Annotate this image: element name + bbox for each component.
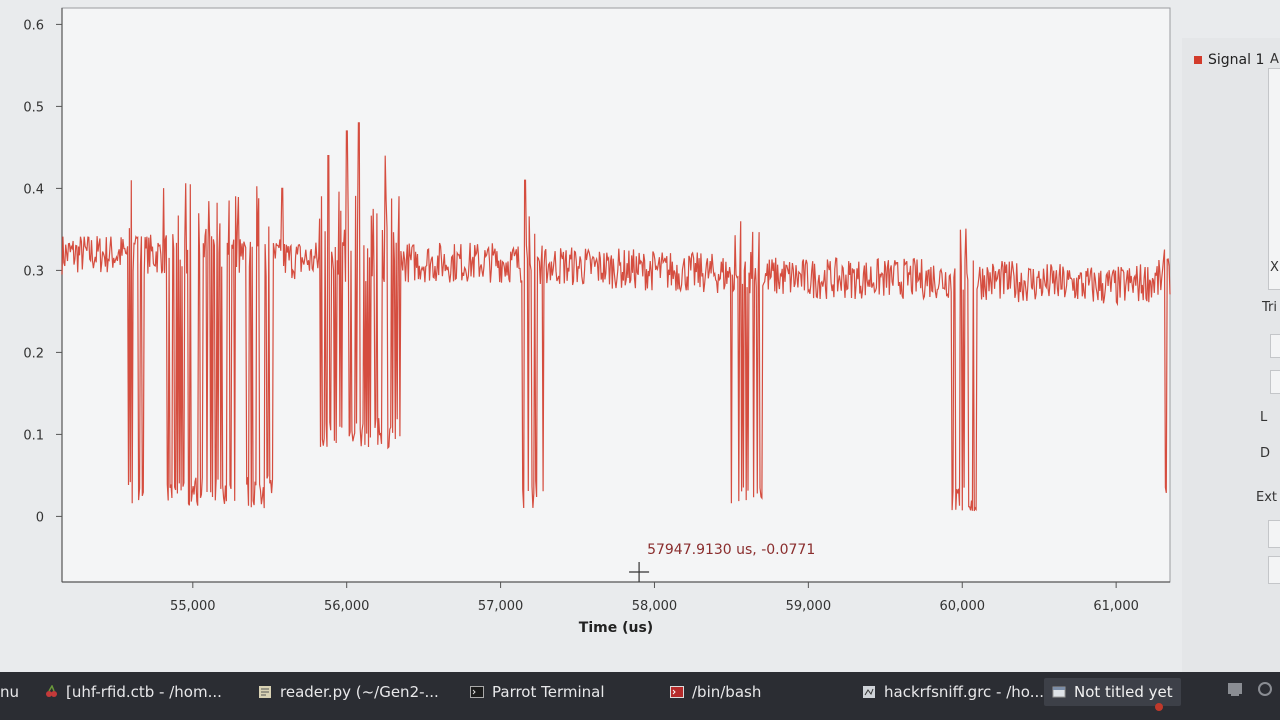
y-tick-label: 0.3	[23, 264, 44, 279]
y-tick-label: 0.6	[23, 18, 44, 33]
task-label: reader.py (~/Gen2-...	[280, 683, 439, 701]
control-frame-top	[1268, 68, 1280, 290]
panel-label-a: A	[1270, 52, 1279, 67]
ext-button-1[interactable]	[1268, 520, 1280, 548]
y-tick-label: 0.5	[23, 100, 44, 115]
x-tick-label: 56,000	[324, 599, 370, 614]
panel-label-d: D	[1260, 446, 1270, 461]
legend-label: Signal 1	[1208, 52, 1264, 68]
plot-canvas[interactable]: 0.6 0.5 0.4 0.3 0.2 0.1 0 55,000 56,000 57,000 58,…	[0, 0, 1280, 672]
y-tick-label: 0.1	[23, 428, 44, 443]
y-tick-label: 0.2	[23, 346, 44, 361]
task-label: [uhf-rfid.ctb - /hom...	[66, 683, 222, 701]
notification-icon[interactable]	[1256, 680, 1274, 698]
panel-label-tri: Tri	[1262, 300, 1277, 315]
task-label: Not titled yet	[1074, 683, 1173, 701]
panel-label-l: L	[1260, 410, 1267, 425]
task-hackrfsniff[interactable]: hackrfsniff.grc - /ho...	[862, 678, 1044, 706]
task-cherrytree[interactable]: [uhf-rfid.ctb - /hom...	[44, 678, 222, 706]
ext-button-2[interactable]	[1268, 556, 1280, 584]
x-tick-label: 60,000	[940, 599, 986, 614]
plot-area[interactable]	[62, 8, 1170, 582]
text-editor-icon	[258, 685, 272, 699]
task-parrot-terminal[interactable]: Parrot Terminal	[470, 678, 605, 706]
gnuradio-icon	[862, 685, 876, 699]
legend-swatch	[1194, 56, 1202, 64]
system-tray-icon[interactable]	[1226, 680, 1244, 698]
right-panel: Signal 1 A X Tri L D Ext	[1182, 38, 1280, 672]
screen: 0.6 0.5 0.4 0.3 0.2 0.1 0 55,000 56,000 57,000 58,…	[0, 0, 1280, 672]
cursor-readout: 57947.9130 us, -0.0771	[647, 542, 815, 558]
y-tick-label: 0.4	[23, 182, 44, 197]
task-reader[interactable]: reader.py (~/Gen2-...	[258, 678, 439, 706]
taskbar: nu [uhf-rfid.ctb - /hom... reader.py (~/…	[0, 672, 1280, 720]
trigger-slope-select[interactable]	[1270, 370, 1280, 394]
task-bin-bash[interactable]: /bin/bash	[670, 678, 761, 706]
trigger-mode-select[interactable]	[1270, 334, 1280, 358]
panel-label-x: X	[1270, 260, 1279, 275]
panel-label-ext: Ext	[1256, 490, 1277, 505]
terminal-icon	[470, 685, 484, 699]
x-tick-label: 57,000	[478, 599, 524, 614]
menu-label: nu	[0, 683, 19, 701]
task-label: /bin/bash	[692, 683, 761, 701]
x-tick-label: 55,000	[170, 599, 216, 614]
terminal-icon	[670, 685, 684, 699]
indicator-dot-icon	[1154, 702, 1164, 712]
x-axis-title: Time (us)	[579, 620, 653, 636]
task-label: hackrfsniff.grc - /ho...	[884, 683, 1044, 701]
y-tick-label: 0	[36, 510, 44, 525]
task-label: Parrot Terminal	[492, 683, 605, 701]
x-tick-label: 59,000	[786, 599, 832, 614]
menu-button[interactable]: nu	[0, 678, 19, 706]
legend[interactable]: Signal 1	[1194, 52, 1264, 68]
x-tick-label: 58,000	[632, 599, 678, 614]
cherrytree-icon	[44, 685, 58, 699]
window-icon	[1052, 685, 1066, 699]
x-tick-label: 61,000	[1093, 599, 1139, 614]
